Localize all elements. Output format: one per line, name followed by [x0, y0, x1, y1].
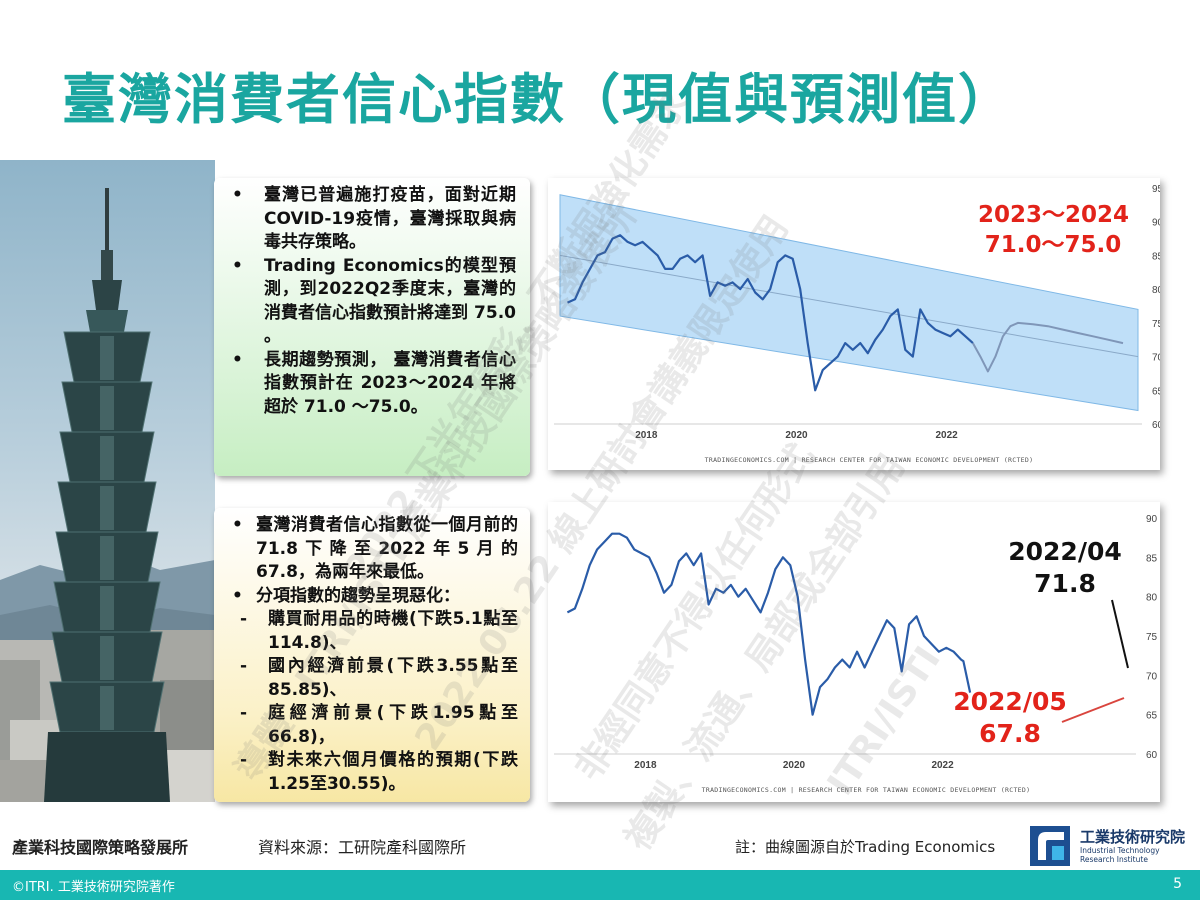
- y-tick-label: 60: [1146, 750, 1158, 761]
- logo-english-name: Industrial Technology Research Institute: [1080, 846, 1160, 864]
- forecast-values-label: 71.0～75.0: [984, 232, 1122, 258]
- may-date-label: 2022/05: [953, 687, 1067, 716]
- page-number: 5: [1173, 876, 1182, 892]
- forecast-line: [972, 321, 1124, 373]
- bullet-mark: •: [232, 255, 243, 276]
- y-tick-label: 80: [1152, 285, 1160, 296]
- itri-logo: 工業技術研究院 Industrial Technology Research I…: [1030, 826, 1195, 866]
- footer-note: 註：曲線圖源自於Trading Economics: [735, 838, 996, 856]
- page-title: 臺灣消費者信心指數（現值與預測值）: [62, 68, 1014, 131]
- y-tick-label: 75: [1152, 319, 1160, 330]
- sub-bullet-text: 國內經濟前景(下跌3.55點至85.85)、: [268, 656, 518, 700]
- chart-source-text: TRADINGECONOMICS.COM | RESEARCH CENTER F…: [702, 786, 1031, 794]
- footer-bar: ©ITRI. 工業技術研究院著作 5: [0, 870, 1200, 900]
- copyright-text: ©ITRI. 工業技術研究院著作: [12, 880, 175, 895]
- bullet-item: • 臺灣消費者信心指數從一個月前的71.8下降至2022年5月的67.8，為兩年…: [226, 514, 518, 585]
- y-tick-label: 70: [1152, 353, 1160, 364]
- sub-bullet-item: - 國內經濟前景(下跌3.55點至85.85)、: [226, 655, 518, 702]
- logo-english-line: Industrial Technology: [1080, 846, 1160, 855]
- bullet-item: • Trading Economics的模型預測，到2022Q2季度末，臺灣的消…: [228, 255, 516, 349]
- bullet-mark: •: [232, 515, 243, 535]
- x-tick-label: 2018: [635, 430, 658, 441]
- x-tick-label: 2022: [931, 760, 954, 771]
- x-tick-label: 2022: [935, 430, 958, 441]
- forecast-notes-box: • 臺灣已普遍施打疫苗，面對近期COVID-19疫情，臺灣採取與病毒共存策略。 …: [214, 178, 530, 476]
- y-tick-label: 85: [1146, 553, 1158, 564]
- series-line: [567, 234, 974, 392]
- y-tick-label: 75: [1146, 632, 1158, 643]
- bullet-text: 長期趨勢預測， 臺灣消費者信心指數預計在 2023～2024 年將超於 71.0…: [264, 349, 516, 417]
- forecast-chart: 60 65 70 75 80 85 90 95 2018 2020 2022 TRADINGECONO…: [548, 178, 1160, 470]
- bullet-mark: •: [232, 349, 243, 370]
- dash-mark: -: [240, 609, 248, 629]
- sub-bullet-item: - 庭經濟前景(下跌1.95點至66.8)，: [226, 702, 518, 749]
- taipei-101-photo: [0, 160, 215, 802]
- y-tick-label: 65: [1146, 711, 1158, 722]
- x-tick-label: 2020: [785, 430, 808, 441]
- sub-bullet-item: - 對未來六個月價格的預期(下跌1.25至30.55)。: [226, 749, 518, 796]
- april-date-label: 2022/04: [1008, 537, 1122, 566]
- forecast-years-label: 2023～2024: [978, 202, 1130, 228]
- bullet-item: • 分項指數的趨勢呈現惡化：: [226, 585, 518, 609]
- bullet-mark: •: [232, 185, 243, 205]
- footer-source: 資料來源：工研院產科國際所: [258, 838, 467, 857]
- y-tick-label: 80: [1146, 593, 1158, 604]
- bullet-text: Trading Economics的模型預測，到2022Q2季度末，臺灣的消費者…: [264, 255, 516, 347]
- may-annotation: 2022/05 67.8: [950, 686, 1070, 750]
- itri-logo-icon: [1030, 826, 1070, 866]
- may-value-label: 67.8: [979, 719, 1041, 748]
- series-line: [566, 532, 972, 716]
- current-notes-box: • 臺灣消費者信心指數從一個月前的71.8下降至2022年5月的67.8，為兩年…: [214, 508, 530, 802]
- sub-bullet-text: 庭經濟前景(下跌1.95點至66.8)，: [268, 703, 518, 747]
- bullet-item: • 長期趨勢預測， 臺灣消費者信心指數預計在 2023～2024 年將超於 71…: [228, 349, 516, 420]
- history-chart: 60 65 70 75 80 85 90 2018 2020 2022 TRADINGECONOMI…: [548, 502, 1160, 802]
- y-tick-label: 65: [1152, 386, 1160, 397]
- x-tick-label: 2020: [783, 760, 806, 771]
- may-pointer-line: [1061, 697, 1125, 723]
- y-tick-label: 90: [1146, 514, 1158, 525]
- x-tick-label: 2018: [634, 760, 657, 771]
- trend-line: [559, 254, 1139, 358]
- sub-bullet-text: 購買耐用品的時機(下跌5.1點至114.8)、: [268, 609, 518, 653]
- footer-org: 產業科技國際策略發展所: [12, 838, 189, 857]
- dash-mark: -: [240, 750, 248, 770]
- april-pointer-line: [1111, 599, 1129, 669]
- bullet-mark: •: [232, 585, 243, 606]
- forecast-range-annotation: 2023～2024 71.0～75.0: [978, 200, 1130, 260]
- sub-bullet-item: - 購買耐用品的時機(下跌5.1點至114.8)、: [226, 608, 518, 655]
- chart-source-text: TRADINGECONOMICS.COM | RESEARCH CENTER F…: [705, 456, 1034, 464]
- sub-bullet-text: 對未來六個月價格的預期(下跌1.25至30.55)。: [268, 750, 518, 794]
- april-annotation: 2022/04 71.8: [1005, 536, 1125, 600]
- y-tick-label: 60: [1152, 420, 1160, 431]
- bullet-text: 臺灣消費者信心指數從一個月前的71.8下降至2022年5月的67.8，為兩年來最…: [256, 515, 518, 582]
- bullet-item: • 臺灣已普遍施打疫苗，面對近期COVID-19疫情，臺灣採取與病毒共存策略。: [228, 184, 516, 255]
- dash-mark: -: [240, 656, 248, 676]
- y-tick-label: 90: [1152, 218, 1160, 229]
- y-tick-label: 95: [1152, 184, 1160, 195]
- history-chart-svg: 60 65 70 75 80 85 90 2018 2020 2022 TRADINGECONOMI…: [554, 514, 1158, 794]
- forecast-chart-svg: 60 65 70 75 80 85 90 95 2018 2020 2022 TRADINGECONO…: [554, 184, 1160, 464]
- dash-mark: -: [240, 703, 248, 723]
- april-value-label: 71.8: [1034, 569, 1096, 598]
- bullet-text: 分項指數的趨勢呈現惡化：: [256, 585, 460, 606]
- y-tick-label: 85: [1152, 251, 1160, 262]
- logo-english-line: Research Institute: [1080, 855, 1148, 864]
- logo-chinese-name: 工業技術研究院: [1080, 828, 1186, 846]
- y-tick-label: 70: [1146, 671, 1158, 682]
- bullet-text: 臺灣已普遍施打疫苗，面對近期COVID-19疫情，臺灣採取與病毒共存策略。: [264, 185, 516, 252]
- confidence-band: [559, 194, 1139, 412]
